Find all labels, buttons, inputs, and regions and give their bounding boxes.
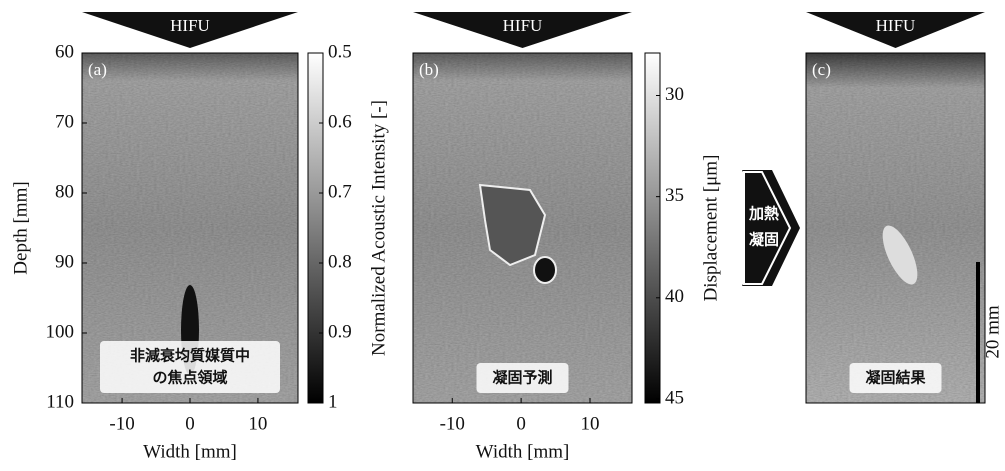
panel-label: (b) — [419, 60, 439, 79]
frame — [805, 52, 986, 404]
frame — [412, 52, 633, 404]
hifu-transducer — [82, 12, 298, 48]
x-axis-label: Width [mm] — [476, 441, 570, 462]
caption: 非減衰均質媒質中 — [130, 347, 250, 365]
colorbar-label: Normalized Acoustic Intensity [-] — [368, 100, 389, 356]
caption-box — [476, 363, 569, 393]
colorbar-label: Displacement [μm] — [700, 155, 721, 302]
colorbar — [307, 52, 324, 404]
colorbar-tick-label: 30 — [665, 84, 684, 105]
colorbar-tick-label: 0.8 — [328, 251, 352, 272]
colorbar-tick-label: 40 — [665, 286, 684, 307]
coagulation-prediction — [478, 183, 547, 267]
caption: 凝固結果 — [865, 369, 926, 387]
panel-label: (a) — [88, 60, 107, 79]
arrow-label: 加熱 — [748, 205, 779, 223]
y-tick-label: 80 — [55, 181, 74, 202]
tissue-photo — [806, 53, 985, 403]
hifu-label: HIFU — [503, 16, 543, 35]
colorbar-tick-label: 0.9 — [328, 321, 352, 342]
x-tick-label: 10 — [580, 413, 599, 434]
x-tick-label: -10 — [440, 413, 465, 434]
y-tick-label: 60 — [55, 41, 74, 62]
caption: 凝固予測 — [492, 369, 552, 387]
colorbar-tick-label: 0.7 — [328, 181, 352, 202]
colorbar-tick-label: 35 — [665, 185, 684, 206]
hifu-label: HIFU — [876, 16, 916, 35]
x-tick-label: -10 — [109, 413, 134, 434]
x-tick-label: 0 — [185, 413, 195, 434]
panel-label: (c) — [812, 60, 831, 79]
arrow-label: 凝固 — [749, 231, 779, 249]
colorbar-tick-label: 0.5 — [328, 41, 352, 62]
colorbar-tick-label: 45 — [665, 387, 684, 408]
colorbar — [644, 52, 661, 404]
y-axis-label: Depth [mm] — [10, 181, 31, 274]
hifu-label: HIFU — [170, 16, 210, 35]
y-tick-label: 70 — [55, 111, 74, 132]
y-tick-label: 110 — [46, 391, 74, 412]
hifu-transducer — [413, 12, 632, 48]
colorbar-tick-label: 1 — [328, 391, 338, 412]
hifu-transducer — [806, 12, 985, 48]
caption: の焦点領域 — [152, 369, 227, 387]
caption-box — [849, 363, 942, 393]
x-tick-label: 0 — [516, 413, 526, 434]
x-tick-label: 10 — [248, 413, 267, 434]
coagulation-prediction — [533, 256, 557, 284]
y-tick-label: 100 — [46, 321, 75, 342]
x-axis-label: Width [mm] — [143, 441, 237, 462]
coagulated-region — [882, 225, 918, 285]
scale-bar-label: 20 mm — [982, 305, 1003, 359]
y-tick-label: 90 — [55, 251, 74, 272]
process-arrow — [742, 170, 800, 286]
colorbar-tick-label: 0.6 — [328, 111, 352, 132]
caption-box — [100, 341, 280, 393]
